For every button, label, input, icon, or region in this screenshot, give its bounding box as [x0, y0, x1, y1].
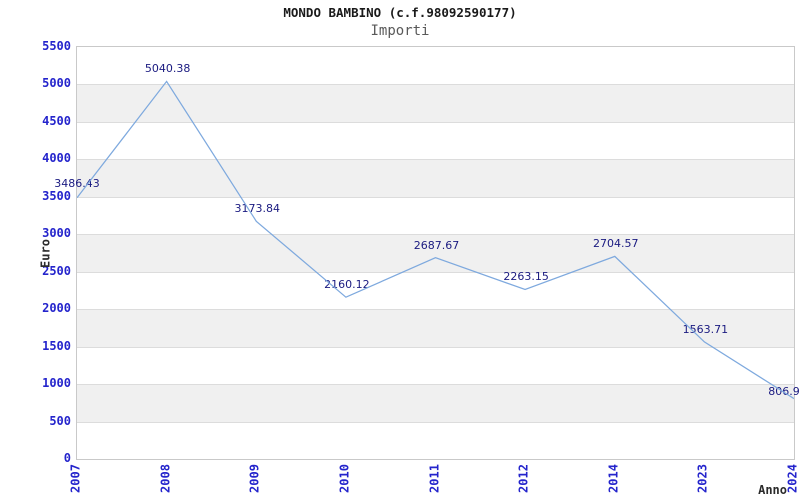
data-point-label: 2704.57	[593, 237, 639, 251]
x-tick-label: 2012	[516, 464, 531, 493]
x-tick-label: 2011	[427, 464, 441, 493]
x-tick-label: 2007	[68, 464, 83, 493]
gridline	[77, 197, 794, 198]
plot-band	[77, 84, 794, 122]
y-tick-label: 0	[63, 451, 71, 465]
data-point-label: 5040.38	[144, 62, 191, 76]
x-tick-label: 2010	[337, 464, 352, 493]
x-tick-label: 2024	[785, 464, 800, 493]
y-tick-label: 3000	[42, 226, 71, 241]
gridline	[77, 309, 794, 310]
plot-band	[77, 234, 794, 272]
y-tick-label: 4000	[42, 151, 71, 166]
y-tick-label: 2500	[42, 263, 71, 278]
y-tick-label: 2000	[42, 301, 71, 316]
plot-area	[76, 46, 795, 460]
data-point-label: 3486.43	[54, 176, 100, 190]
x-tick-label: 2008	[158, 464, 173, 493]
gridline	[77, 384, 794, 385]
x-tick-label: 2009	[247, 464, 262, 493]
gridline	[77, 84, 794, 85]
chart-svg	[77, 80, 794, 400]
y-tick-label: 5500	[42, 39, 71, 53]
y-tick-label: 5000	[42, 76, 71, 91]
y-axis-title: Euro	[38, 239, 53, 268]
x-tick-label: 2014	[606, 464, 621, 493]
plot-band	[77, 384, 794, 422]
x-axis-title: Anno	[758, 483, 787, 497]
x-tick-label: 2023	[695, 464, 710, 493]
gridline	[77, 159, 794, 160]
gridline	[77, 234, 794, 235]
data-point-label: 2687.67	[413, 238, 460, 252]
gridline	[77, 347, 794, 348]
chart-subtitle: Importi	[370, 23, 430, 39]
gridline	[77, 122, 794, 123]
gridline	[77, 422, 794, 423]
data-point-label: 2263.15	[503, 270, 549, 284]
chart-title: MONDO BAMBINO (c.f.98092590177)	[283, 5, 517, 20]
y-tick-label: 1000	[42, 376, 71, 391]
gridline	[77, 272, 794, 273]
plot-band	[77, 309, 794, 347]
data-line	[77, 80, 794, 400]
plot-band	[77, 159, 794, 197]
y-tick-label: 3500	[42, 188, 71, 203]
y-tick-label: 500	[49, 413, 71, 428]
y-tick-label: 4500	[42, 113, 71, 128]
y-tick-label: 1500	[42, 338, 71, 353]
